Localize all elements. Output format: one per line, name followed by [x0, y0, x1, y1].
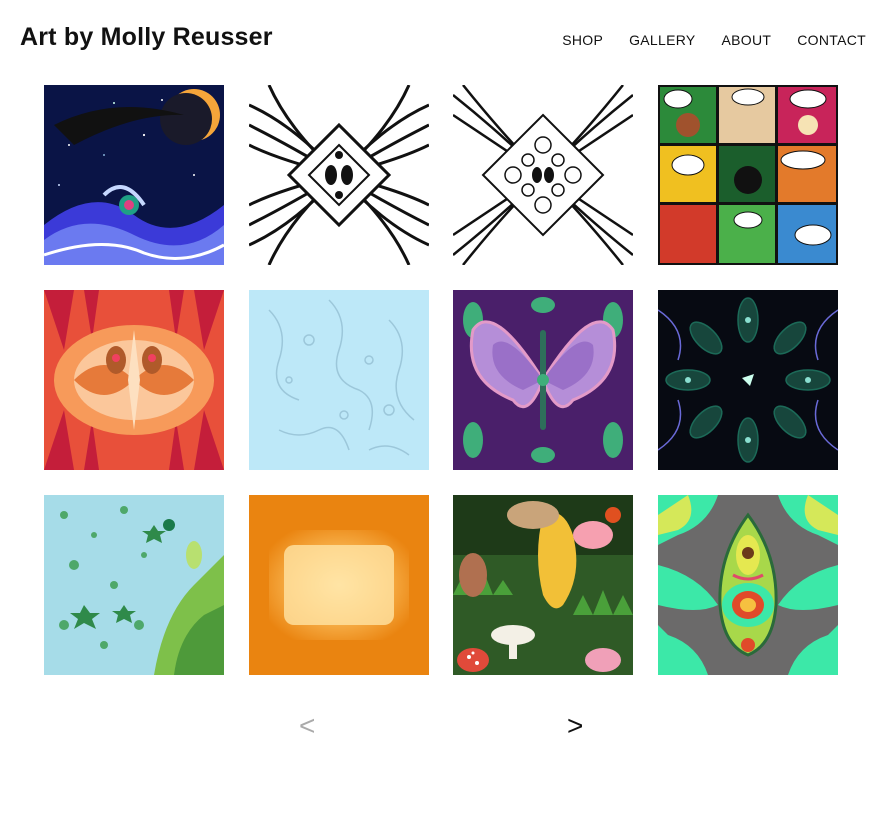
nav-shop[interactable]: SHOP [562, 30, 603, 50]
bw-kaleidoscope-2-artwork [453, 85, 633, 265]
tile-bw-kaleidoscope-2[interactable] [453, 85, 633, 265]
tile-light-blue-doodle[interactable] [249, 290, 429, 470]
tile-purple-butterfly[interactable] [453, 290, 633, 470]
orange-glow-artwork [249, 495, 429, 675]
tile-bw-kaleidoscope-1[interactable] [249, 85, 429, 265]
light-blue-doodle-artwork [249, 290, 429, 470]
gallery-grid [44, 85, 838, 675]
pager-prev-button[interactable]: < [299, 708, 315, 744]
bw-kaleidoscope-artwork [249, 85, 429, 265]
purple-butterfly-artwork [453, 290, 633, 470]
tile-orange-glow[interactable] [249, 495, 429, 675]
tile-orange-symmetric[interactable] [44, 290, 224, 470]
avocado-symmetric-artwork [658, 495, 838, 675]
tile-mushroom-forest[interactable] [453, 495, 633, 675]
site-title[interactable]: Art by Molly Reusser [20, 20, 273, 54]
main-nav: SHOP GALLERY ABOUT CONTACT [562, 30, 866, 50]
dark-radial-artwork [658, 290, 838, 470]
nav-contact[interactable]: CONTACT [797, 30, 866, 50]
cosmic-river-artwork [44, 85, 224, 265]
tile-green-cells[interactable] [44, 495, 224, 675]
nav-gallery[interactable]: GALLERY [629, 30, 695, 50]
mushroom-forest-artwork [453, 495, 633, 675]
pager-next-button[interactable]: > [567, 708, 583, 744]
tile-avocado-symmetric[interactable] [658, 495, 838, 675]
tile-comic-strip[interactable] [658, 85, 838, 265]
orange-symmetric-artwork [44, 290, 224, 470]
comic-strip-artwork [658, 85, 838, 265]
tile-cosmic-river[interactable] [44, 85, 224, 265]
nav-about[interactable]: ABOUT [722, 30, 772, 50]
green-cells-artwork [44, 495, 224, 675]
tile-dark-radial[interactable] [658, 290, 838, 470]
